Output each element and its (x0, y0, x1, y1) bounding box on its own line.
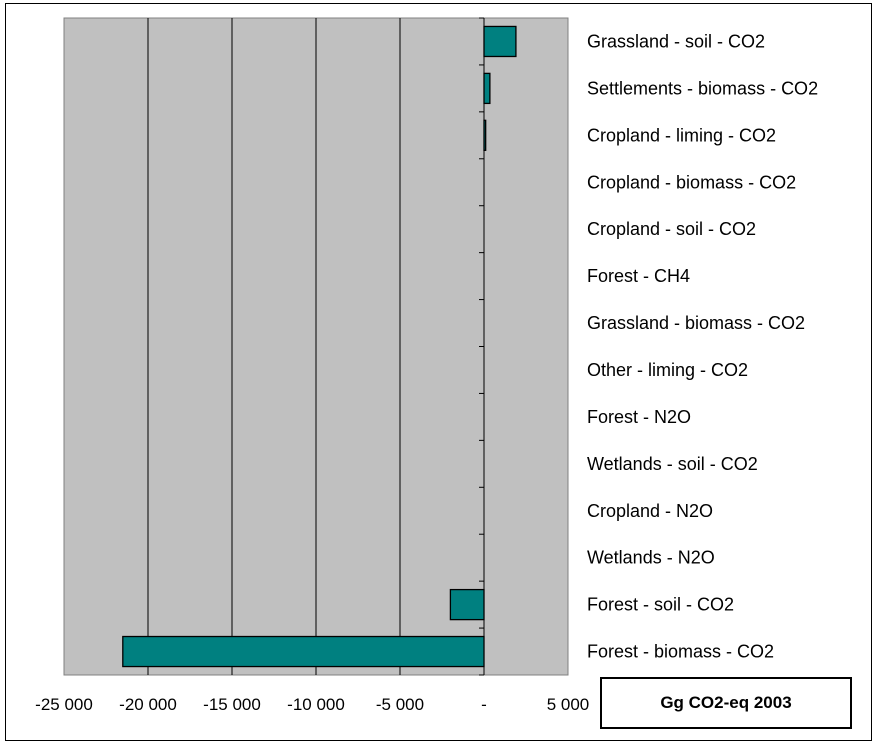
x-tick-label: -15 000 (203, 695, 261, 714)
bar (483, 119, 487, 151)
x-tick-label: -25 000 (35, 695, 93, 714)
category-label: Settlements - biomass - CO2 (587, 78, 818, 98)
legend-label: Gg CO2-eq 2003 (660, 693, 792, 712)
bar (122, 635, 485, 668)
category-label: Cropland - N2O (587, 501, 713, 521)
category-label: Wetlands - N2O (587, 548, 715, 568)
category-label: Other - liming - CO2 (587, 360, 748, 380)
x-tick-label: -5 000 (376, 695, 424, 714)
category-label: Wetlands - soil - CO2 (587, 454, 758, 474)
x-tick-label: - (481, 695, 487, 714)
legend-box: Gg CO2-eq 2003 (600, 677, 852, 729)
category-label: Forest - soil - CO2 (587, 595, 734, 615)
x-tick-label: 5 000 (547, 695, 590, 714)
x-tick-label: -20 000 (119, 695, 177, 714)
category-label: Forest - biomass - CO2 (587, 642, 774, 662)
category-label: Grassland - biomass - CO2 (587, 313, 805, 333)
bar (483, 72, 491, 105)
bar (483, 25, 517, 58)
category-label: Cropland - biomass - CO2 (587, 172, 796, 192)
category-label: Cropland - soil - CO2 (587, 219, 756, 239)
bar (449, 588, 485, 621)
x-tick-label: -10 000 (287, 695, 345, 714)
category-label: Grassland - soil - CO2 (587, 31, 765, 51)
category-label: Cropland - liming - CO2 (587, 125, 776, 145)
category-label: Forest - N2O (587, 407, 691, 427)
category-label: Forest - CH4 (587, 266, 690, 286)
